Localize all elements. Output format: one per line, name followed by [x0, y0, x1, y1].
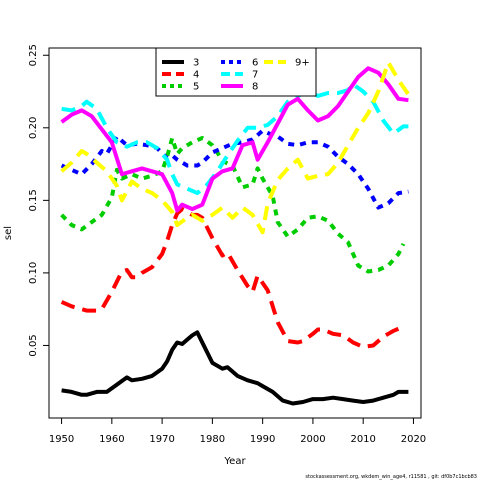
legend-label: 8 — [252, 82, 258, 93]
series-line-3 — [61, 330, 409, 406]
x-tick-label: 1970 — [149, 434, 174, 445]
x-tick-label: 1950 — [49, 434, 74, 445]
legend-label: 7 — [252, 70, 258, 81]
legend-label: 4 — [193, 70, 199, 81]
x-tick-label: 1980 — [200, 434, 225, 445]
y-tick-label: 0.15 — [28, 189, 39, 211]
x-tick-label: 1960 — [99, 434, 124, 445]
x-tick-label: 1990 — [250, 434, 275, 445]
y-tick-label: 0.25 — [28, 44, 39, 66]
series-layer — [60, 60, 411, 406]
series-line-6 — [60, 128, 409, 210]
footer-credit: stockassessment.org, wkdem_win_age4, r11… — [305, 474, 477, 480]
legend: 345 678 9+ — [155, 47, 317, 97]
y-tick-label: 0.05 — [28, 334, 39, 356]
x-axis-label: Year — [223, 456, 246, 467]
x-axis: 1950 1960 1970 1980 1990 2000 2010 2020 — [49, 418, 426, 445]
y-axis-label: sel — [3, 226, 14, 240]
legend-label: 6 — [252, 58, 258, 69]
y-tick-label: 0.20 — [28, 117, 39, 139]
plot-frame — [48, 47, 422, 419]
series-line-4 — [60, 207, 405, 349]
x-tick-label: 2000 — [300, 434, 325, 445]
legend-label: 3 — [193, 58, 199, 69]
x-tick-label: 2020 — [401, 434, 426, 445]
legend-label: 9+ — [295, 58, 310, 69]
y-axis: 0.05 0.10 0.15 0.20 0.25 — [28, 44, 49, 357]
series-line-9plus — [60, 60, 411, 235]
legend-label: 5 — [193, 82, 199, 93]
y-tick-label: 0.10 — [28, 262, 39, 284]
x-tick-label: 2010 — [350, 434, 375, 445]
series-line-5 — [60, 136, 406, 274]
series-line-8 — [60, 66, 409, 213]
series-line-7 — [61, 82, 409, 196]
